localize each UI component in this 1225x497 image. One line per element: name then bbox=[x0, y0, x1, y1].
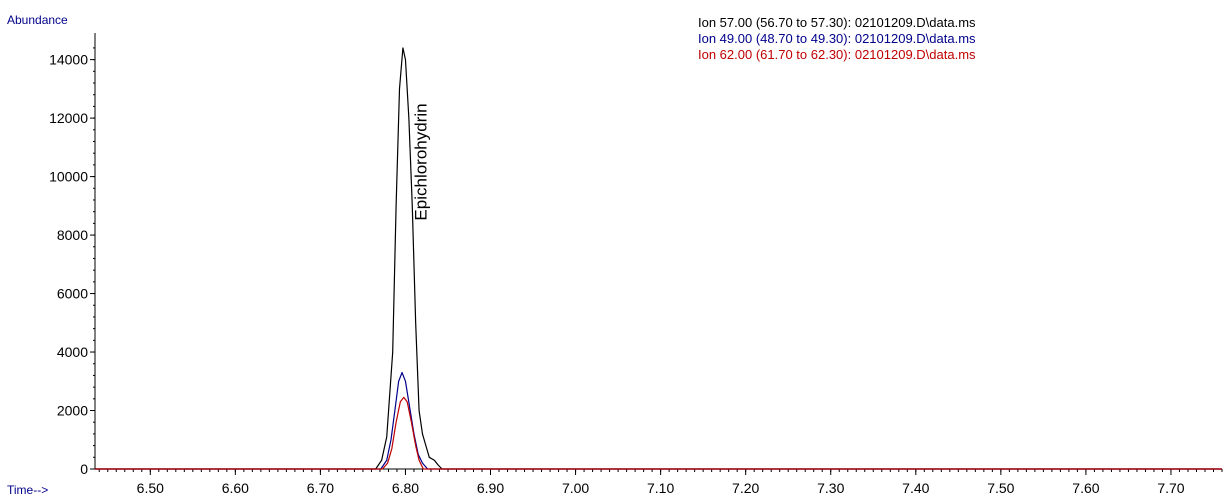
x-tick-label: 6.90 bbox=[477, 480, 504, 496]
series-line bbox=[95, 371, 1222, 470]
y-ticks: 0 2000 4000 6000 8000 10000 12000 14000 bbox=[49, 52, 95, 477]
axes bbox=[94, 33, 1222, 470]
x-tick-label: 7.10 bbox=[647, 480, 674, 496]
x-tick-label: 7.40 bbox=[902, 480, 929, 496]
y-tick-label: 14000 bbox=[49, 52, 88, 68]
series-line bbox=[95, 47, 1222, 470]
annotations: Epichlorohydrin bbox=[411, 103, 430, 220]
x-axis-title: Time--> bbox=[7, 483, 48, 497]
x-tick-label: 7.20 bbox=[732, 480, 759, 496]
y-tick-label: 8000 bbox=[57, 227, 88, 243]
y-tick-label: 10000 bbox=[49, 169, 88, 185]
x-tick-label: 6.80 bbox=[392, 480, 419, 496]
x-tick-label: 7.00 bbox=[562, 480, 589, 496]
legend-entry: Ion 62.00 (61.70 to 62.30): 02101209.D\d… bbox=[698, 47, 976, 62]
legend-entry: Ion 49.00 (48.70 to 49.30): 02101209.D\d… bbox=[698, 31, 976, 46]
y-tick-label: 2000 bbox=[57, 403, 88, 419]
y-tick-label: 6000 bbox=[57, 286, 88, 302]
x-tick-label: 7.30 bbox=[817, 480, 844, 496]
x-tick-label: 7.50 bbox=[987, 480, 1014, 496]
x-tick-label: 7.60 bbox=[1072, 480, 1099, 496]
series-line bbox=[95, 396, 1222, 470]
x-tick-label: 6.60 bbox=[222, 480, 249, 496]
legend-entry: Ion 57.00 (56.70 to 57.30): 02101209.D\d… bbox=[698, 15, 976, 30]
y-tick-label: 0 bbox=[80, 461, 88, 477]
x-ticks: 6.50 6.60 6.70 6.80 6.90 7.00 7.10 7.20 7.30 7.40… bbox=[137, 469, 1185, 496]
y-axis-title: Abundance bbox=[7, 13, 68, 27]
x-tick-label: 7.70 bbox=[1157, 480, 1184, 496]
series-lines bbox=[95, 47, 1222, 470]
peak-annotation: Epichlorohydrin bbox=[411, 103, 430, 220]
y-tick-label: 4000 bbox=[57, 344, 88, 360]
x-tick-label: 6.70 bbox=[307, 480, 334, 496]
legend: Ion 57.00 (56.70 to 57.30): 02101209.D\d… bbox=[698, 15, 976, 62]
y-tick-label: 12000 bbox=[49, 110, 88, 126]
x-tick-label: 6.50 bbox=[137, 480, 164, 496]
